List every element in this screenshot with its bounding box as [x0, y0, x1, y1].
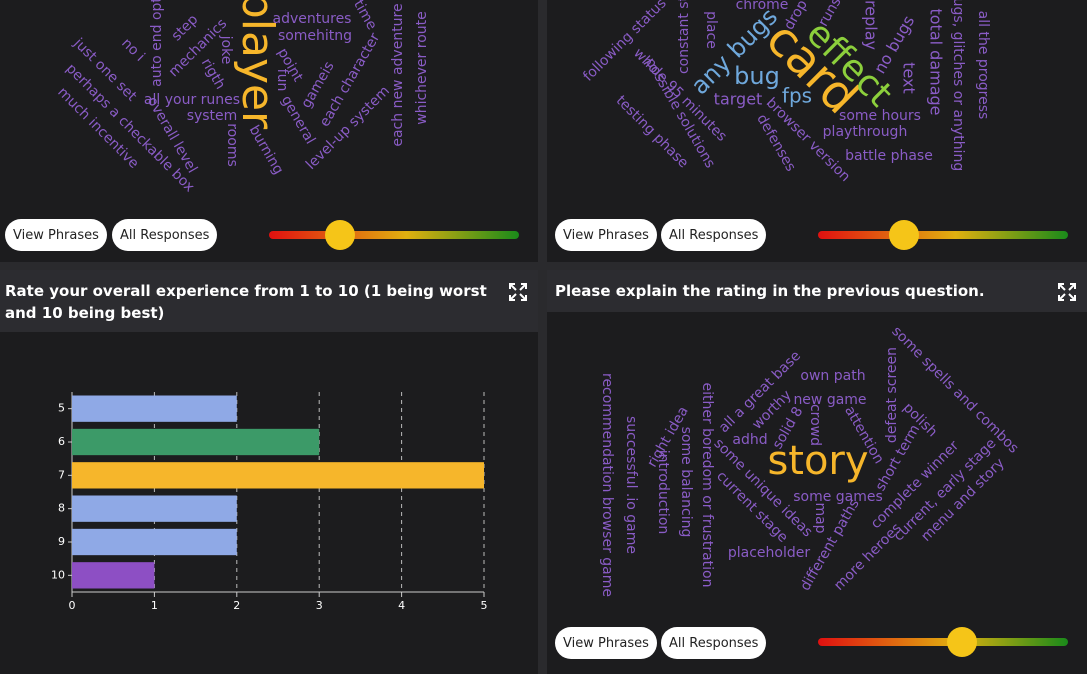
all-responses-button[interactable]: All Responses — [112, 219, 218, 251]
panel — [0, 0, 538, 262]
all-responses-button[interactable]: All Responses — [661, 219, 767, 251]
panel — [547, 0, 1087, 262]
sentiment-slider — [818, 627, 1068, 657]
panel — [547, 270, 1087, 674]
all-responses-button[interactable]: All Responses — [661, 627, 767, 659]
panel-title: Please explain the rating in the previou… — [547, 270, 1087, 312]
panel-title: Rate your overall experience from 1 to 1… — [0, 270, 538, 332]
expand-icon[interactable] — [1058, 283, 1076, 301]
view-phrases-button[interactable]: View Phrases — [555, 219, 657, 251]
sentiment-knob — [947, 627, 977, 657]
sentiment-slider — [818, 220, 1068, 250]
expand-icon[interactable] — [509, 283, 527, 301]
view-phrases-button[interactable]: View Phrases — [555, 627, 657, 659]
view-phrases-button[interactable]: View Phrases — [5, 219, 107, 251]
sentiment-knob — [889, 220, 919, 250]
sentiment-knob — [325, 220, 355, 250]
sentiment-slider — [269, 220, 519, 250]
